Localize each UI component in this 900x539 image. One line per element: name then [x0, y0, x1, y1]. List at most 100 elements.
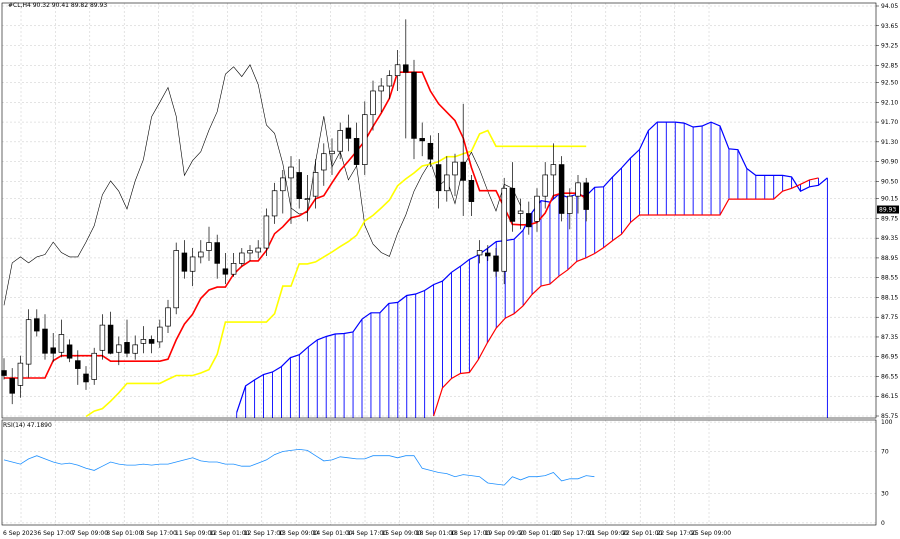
price-candles [1, 19, 589, 405]
price-tick-label: 87.75 [881, 314, 898, 321]
candle-body [247, 250, 253, 254]
time-tick-label: 14 Sep 17:00 [347, 530, 387, 537]
candle-body [321, 153, 327, 171]
time-tick-label: 14 Sep 01:00 [313, 530, 353, 537]
time-tick-label: 6 Sep 17:00 [37, 530, 73, 537]
price-tick-label: 92.50 [881, 80, 898, 87]
symbol-header: #CL,H4 90.32 90.41 89.82 89.93 [8, 2, 107, 9]
current-price-label: 89.93 [879, 207, 896, 214]
price-tick-label: 88.55 [881, 275, 898, 282]
price-tick-label: 92.85 [881, 62, 898, 69]
candle-body [17, 362, 24, 386]
price-tick-label: 91.70 [881, 119, 898, 126]
candle-body [263, 215, 270, 249]
time-tick-label: 25 Sep 09:00 [691, 530, 731, 537]
time-tick-label: 11 Sep 09:00 [175, 530, 215, 537]
candle-body [534, 195, 540, 222]
time-tick-label: 22 Sep 17:00 [657, 530, 697, 537]
rsi-tick-label: 70 [881, 449, 889, 456]
time-tick-label: 8 Sep 17:00 [141, 530, 177, 537]
price-tick-label: 93.25 [881, 43, 898, 50]
senkou-span-b-line [433, 177, 819, 417]
time-tick-label: 22 Sep 01:00 [622, 530, 662, 537]
price-tick-label: 88.95 [881, 255, 898, 262]
rsi-panel-frame [1, 419, 877, 526]
candle-body [337, 130, 343, 152]
candle-body [66, 344, 73, 359]
candle-body [304, 198, 311, 201]
candle-body [173, 250, 179, 309]
candle-body [116, 344, 122, 353]
candle-body [124, 342, 130, 354]
candle-body [157, 326, 163, 343]
senkou-span-a-line [236, 121, 828, 413]
ichimoku-cloud [236, 121, 828, 418]
candle-body [189, 256, 196, 272]
price-tick-label: 90.50 [881, 178, 898, 185]
candle-body [370, 90, 376, 116]
price-tick-label: 86.95 [881, 354, 898, 361]
candle-body [575, 182, 581, 197]
price-tick-label: 92.10 [881, 99, 898, 106]
candle-body [140, 339, 147, 344]
candle-body [509, 187, 516, 222]
candle-body [50, 347, 56, 354]
candle-body [198, 251, 204, 258]
candle-body [280, 177, 286, 192]
candle-body [42, 328, 48, 354]
candle-body [526, 213, 532, 228]
time-tick-label: 12 Sep 17:00 [244, 530, 284, 537]
price-tick-label: 86.15 [881, 393, 898, 400]
candle-body [468, 180, 475, 202]
candle-body [296, 172, 302, 200]
candle-body [206, 242, 212, 251]
candle-body [255, 247, 261, 253]
candle-body [550, 164, 557, 176]
candle-body [1, 370, 7, 376]
time-tick-label: 8 Sep 01:00 [106, 530, 142, 537]
candle-body [239, 252, 245, 264]
kijun-sen-line [85, 129, 587, 418]
candle-body [181, 252, 188, 272]
rsi-tick-label: 30 [881, 491, 889, 498]
price-tick-label: 89.35 [881, 235, 898, 242]
rsi-title: RSI(14) 47.1890 [3, 422, 52, 429]
candle-body [493, 255, 499, 272]
candle-body [411, 71, 417, 139]
candle-body [386, 75, 393, 87]
rsi-line [3, 448, 595, 486]
candle-body [34, 318, 40, 332]
candle-body [214, 242, 220, 264]
indicator-lines [3, 64, 587, 418]
candle-body [148, 339, 155, 344]
candle-body [25, 319, 32, 365]
chikou-span-line [3, 64, 521, 306]
candle-body [165, 307, 171, 327]
price-tick-label: 88.15 [881, 294, 898, 301]
candle-body [485, 252, 491, 257]
time-tick-label: 13 Sep 09:00 [278, 530, 318, 537]
candle-body [452, 161, 458, 176]
price-tick-label: 86.55 [881, 373, 898, 380]
time-tick-label: 12 Sep 01:00 [209, 530, 249, 537]
candle-body [476, 250, 483, 256]
candle-body [542, 174, 548, 197]
time-tick-label: 18 Sep 01:00 [416, 530, 456, 537]
time-tick-label: 6 Sep 2023 [3, 530, 37, 537]
candle-body [58, 334, 65, 353]
current-price-badge [877, 205, 899, 214]
candle-body [312, 172, 319, 197]
tenkan-sen-line [4, 71, 587, 379]
candle-body [460, 161, 466, 181]
price-tick-label: 90.90 [881, 159, 898, 166]
candle-body [99, 324, 106, 351]
candle-body [83, 373, 89, 383]
chart-grid [2, 3, 876, 525]
rsi-panel [3, 448, 595, 486]
candle-body [329, 150, 335, 155]
candle-body [345, 127, 352, 139]
price-tick-label: 94.05 [881, 3, 898, 10]
candle-body [435, 164, 442, 192]
